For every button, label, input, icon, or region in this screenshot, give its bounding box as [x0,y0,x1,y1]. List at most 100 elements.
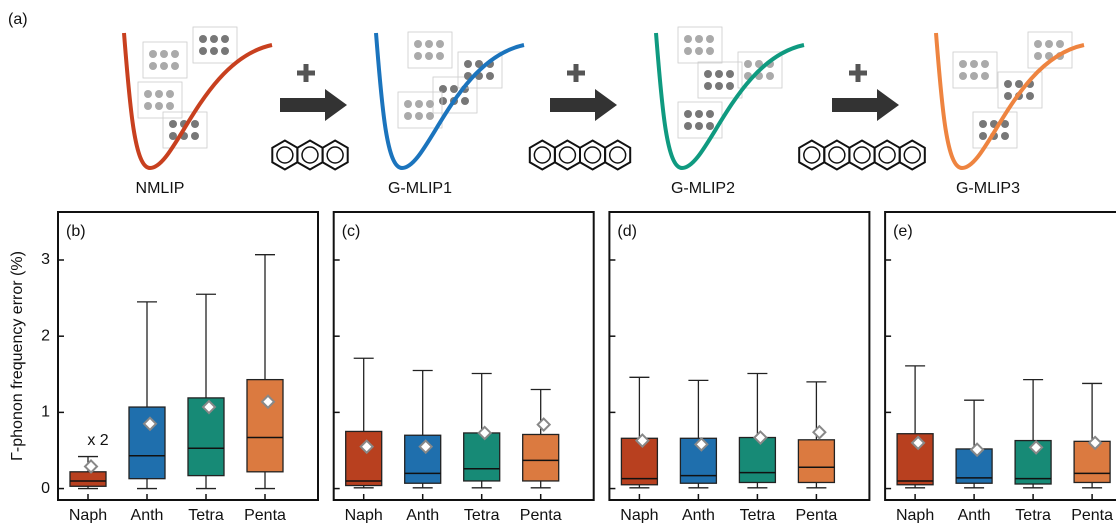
atom [149,62,157,70]
x-tick-label: Penta [244,507,286,523]
atom [726,70,734,78]
atom [695,35,703,43]
mean-marker [634,433,650,448]
atom [979,120,987,128]
potential-well [122,32,273,171]
atom [221,35,229,43]
atom [1045,40,1053,48]
atom [1001,132,1009,140]
atom [706,35,714,43]
atom [695,122,703,130]
atom [404,100,412,108]
atom [166,102,174,110]
atom [425,52,433,60]
atom [426,112,434,120]
ring-bond [803,146,821,164]
ring-bond [583,146,602,164]
y-axis-label: Γ-phonon frequency error (%) [9,251,26,461]
box [738,436,777,484]
ring-bond [326,146,344,164]
ring-bond [608,146,627,164]
atom [755,60,763,68]
panel-label: (a) [8,11,28,28]
x-tick-label: Anth [131,507,164,523]
ring-bond [853,146,871,164]
ring-bond [903,146,921,164]
atom [1026,92,1034,100]
potential-well [374,32,525,171]
box [522,433,560,482]
atom [210,35,218,43]
atom [210,47,218,55]
unit-cell [142,41,188,79]
x-tick-label: Naph [896,507,934,523]
atom [706,47,714,55]
atom [726,82,734,90]
box [128,406,166,480]
mean-marker [83,459,99,474]
x-tick-label: Penta [1071,507,1113,523]
atom [404,112,412,120]
arrow [832,89,899,121]
unit-cell [737,51,783,89]
atom [486,72,494,80]
atom [715,82,723,90]
mean-marker [201,399,217,415]
panel-label: (d) [617,223,637,240]
plot-frame [884,211,1116,501]
atom [684,110,692,118]
atom [144,90,152,98]
potential-well [654,32,805,171]
atom [981,72,989,80]
atom [426,100,434,108]
atom [436,52,444,60]
ring [798,139,826,171]
ring [898,139,926,171]
atom [684,47,692,55]
atom [704,82,712,90]
unit-cell [972,111,1018,149]
atom [169,132,177,140]
x-tick-label: Penta [520,507,562,523]
atom [144,102,152,110]
atom [461,97,469,105]
y-tick-label: 3 [41,251,50,268]
mean-marker [910,435,926,451]
unit-cell [952,51,998,89]
ring-bond [276,146,294,164]
atom [695,47,703,55]
atom [199,47,207,55]
plus [297,64,315,82]
atom [715,70,723,78]
y-tick-label: 0 [41,480,50,497]
x-tick-label: Anth [958,507,991,523]
mean-marker [752,430,768,445]
atom [704,70,712,78]
atom [171,62,179,70]
atom [171,50,179,58]
plot-frame [57,211,319,501]
mean-marker [260,394,276,410]
x-tick-label: Anth [682,507,715,523]
atom [464,60,472,68]
panel-label: (b) [66,223,86,240]
y-tick-label: 1 [41,404,50,421]
atom [191,132,199,140]
atom [744,60,752,68]
unit-cell [697,61,743,99]
x-tick-label: Tetra [188,507,224,523]
ring [604,139,632,171]
box [797,439,836,484]
atom [695,110,703,118]
model-label: G-MLIP3 [956,180,1020,197]
atom [191,120,199,128]
atom [439,85,447,93]
ring-bond [878,146,896,164]
unit-cell [997,71,1043,109]
ring [553,139,581,171]
mean-marker [418,439,434,455]
ring [823,139,851,171]
atom [425,40,433,48]
arrow [550,89,617,121]
